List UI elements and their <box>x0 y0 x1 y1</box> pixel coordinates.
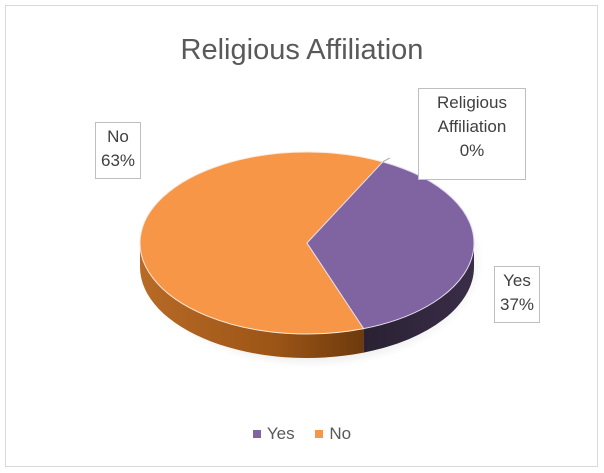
data-label-yes: Yes 37% <box>494 266 540 323</box>
pie-side-no <box>140 243 364 359</box>
legend-label-yes: Yes <box>266 424 295 443</box>
data-label-yes-pct: 37% <box>499 295 535 314</box>
leader-line-religious <box>382 157 390 163</box>
legend-swatch-yes <box>252 429 261 438</box>
legend-item-yes: Yes <box>252 424 295 444</box>
pie-side-yes <box>363 243 474 353</box>
legend-swatch-no <box>315 429 324 438</box>
legend: Yes No <box>0 424 604 444</box>
pie-slice-no <box>139 151 384 335</box>
data-label-religious: Religious Affiliation 0% <box>418 88 526 180</box>
data-label-no-name: No <box>107 127 129 146</box>
legend-item-no: No <box>315 424 351 444</box>
data-label-religious-pct: 0% <box>459 141 485 160</box>
data-label-religious-line1: Religious <box>437 93 507 112</box>
chart-title: Religious Affiliation <box>180 34 424 66</box>
data-label-no: No 63% <box>95 122 141 179</box>
data-label-yes-name: Yes <box>503 271 531 290</box>
data-label-no-pct: 63% <box>100 151 136 170</box>
legend-label-no: No <box>329 424 352 443</box>
data-label-religious-line2: Affiliation <box>437 117 507 136</box>
